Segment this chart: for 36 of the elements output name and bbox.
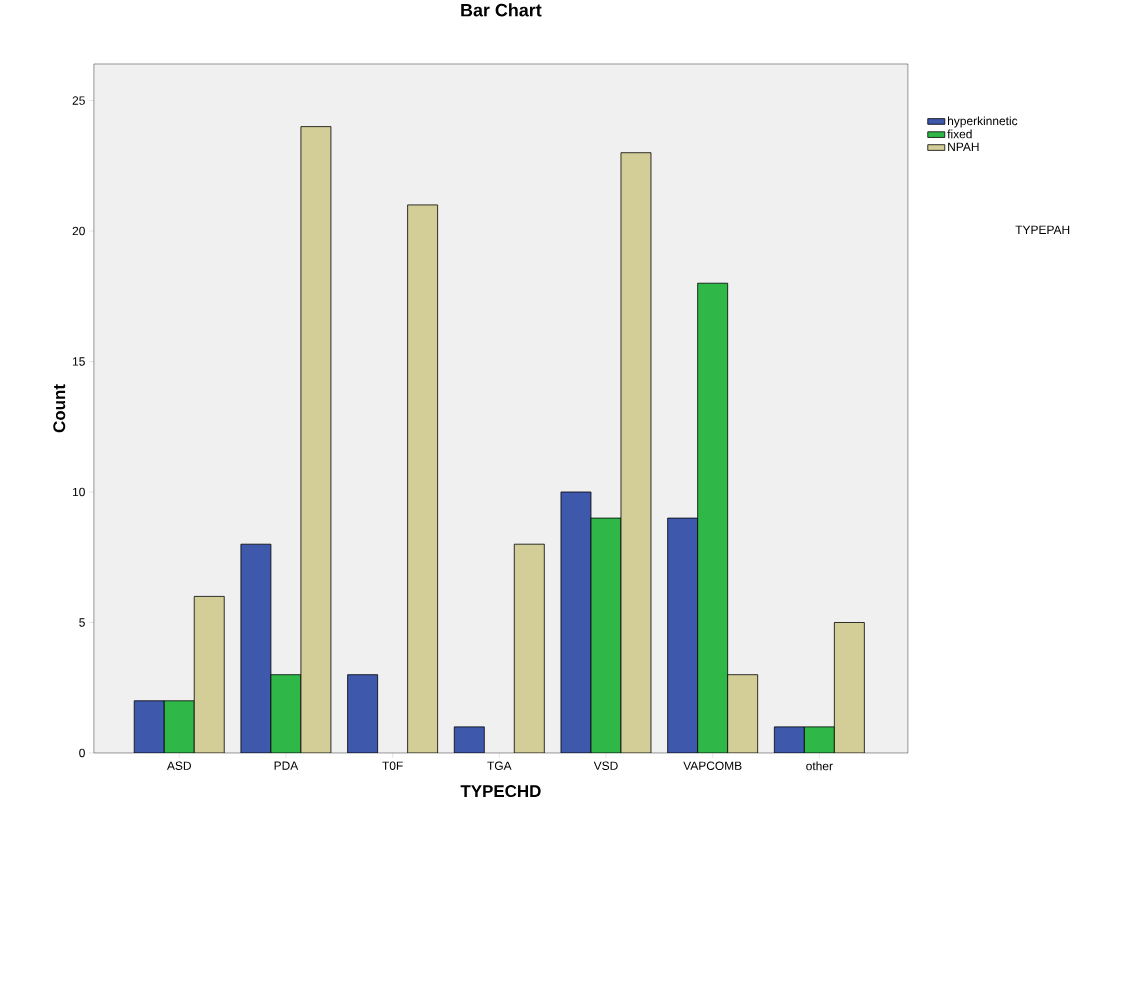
- x-tick-label: PDA: [274, 761, 299, 770]
- bar: [407, 204, 439, 753]
- bar: [270, 674, 301, 753]
- bar: [727, 674, 759, 753]
- x-tick-label: ASD: [166, 761, 191, 770]
- x-tick-label: VAPCOMB: [683, 761, 742, 770]
- legend-title: TYPEPAH: [1015, 225, 1070, 234]
- y-tick-label: 0: [79, 748, 85, 757]
- x-tick-label: VSD: [593, 761, 618, 770]
- bar: [347, 674, 378, 753]
- y-tick-label: 25: [72, 96, 85, 105]
- bar: [513, 543, 545, 753]
- bar: [560, 491, 592, 753]
- legend-label: NPAH: [948, 142, 979, 151]
- bar: [697, 282, 729, 753]
- bar: [240, 543, 271, 753]
- bar: [620, 152, 652, 753]
- chart-title: Bar Chart: [461, 3, 542, 17]
- bar: [833, 621, 865, 753]
- bar: [194, 596, 225, 753]
- y-tick-label: 20: [72, 226, 85, 235]
- bar: [667, 517, 699, 753]
- y-axis-title: Count: [53, 383, 66, 433]
- legend-label: fixed: [947, 129, 972, 139]
- y-tick-label: 15: [72, 357, 85, 366]
- x-axis-title: TYPECHD: [460, 784, 541, 797]
- x-tick-label: TGA: [487, 761, 512, 770]
- x-tick-label: T0F: [382, 761, 403, 770]
- bar: [164, 700, 195, 753]
- bar: [300, 126, 331, 753]
- x-tick-label: other: [806, 761, 833, 771]
- bar: [590, 517, 622, 753]
- bar: [134, 700, 165, 753]
- legend-label: hyperkinnetic: [948, 116, 1018, 128]
- y-tick-label: 10: [72, 487, 85, 496]
- y-tick-label: 5: [79, 618, 85, 627]
